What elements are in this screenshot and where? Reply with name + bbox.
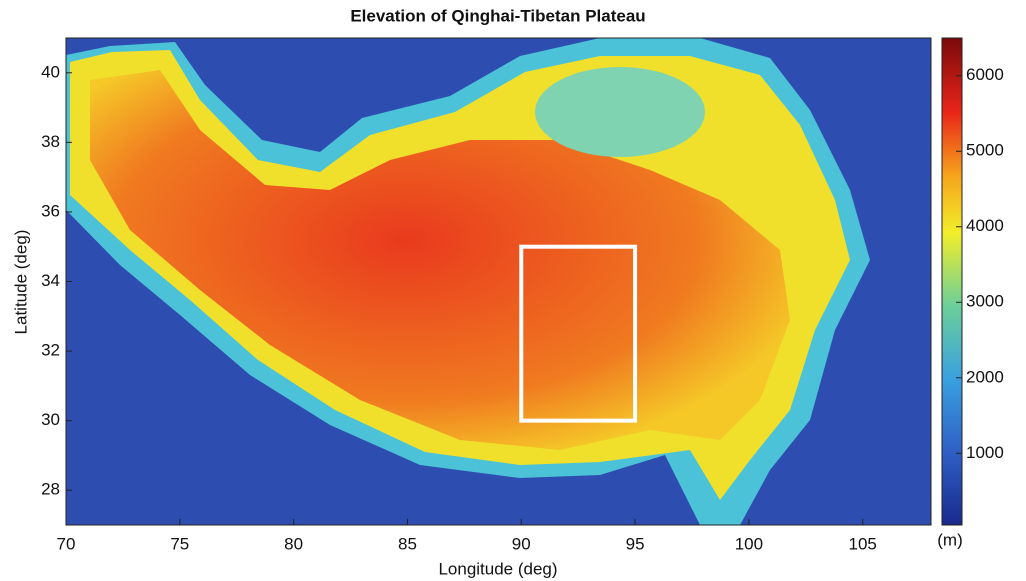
colorbar-tick-label: 1000 [966, 443, 1004, 462]
colorbar-tick-label: 2000 [966, 367, 1004, 386]
colorbar-tick-label: 5000 [966, 141, 1004, 160]
chart: Elevation of Qinghai-Tibetan Plateau (m)… [0, 0, 1026, 581]
y-tick-label: 36 [41, 201, 60, 220]
y-tick-label: 38 [41, 132, 60, 151]
x-axis-label: Longitude (deg) [438, 559, 557, 578]
y-tick-label: 40 [41, 62, 60, 81]
x-tick-label: 85 [398, 534, 417, 553]
x-tick-label: 80 [284, 534, 303, 553]
qaidam-basin [535, 67, 705, 157]
chart-title: Elevation of Qinghai-Tibetan Plateau [350, 6, 645, 25]
x-tick-label: 100 [735, 534, 763, 553]
colorbar-label: (m) [937, 530, 962, 549]
x-tick-label: 95 [626, 534, 645, 553]
y-tick-label: 32 [41, 341, 60, 360]
colorbar-tick-label: 3000 [966, 292, 1004, 311]
x-tick-label: 75 [170, 534, 189, 553]
terrain [66, 38, 931, 525]
x-tick-label: 90 [512, 534, 531, 553]
y-tick-label: 34 [41, 271, 60, 290]
y-axis-label: Latitude (deg) [11, 230, 30, 335]
x-tick-label: 70 [57, 534, 76, 553]
colorbar-tick-label: 4000 [966, 216, 1004, 235]
x-tick-label: 105 [849, 534, 877, 553]
y-tick-label: 30 [41, 410, 60, 429]
colorbar [942, 38, 962, 525]
colorbar-tick-label: 6000 [966, 65, 1004, 84]
y-tick-label: 28 [41, 480, 60, 499]
